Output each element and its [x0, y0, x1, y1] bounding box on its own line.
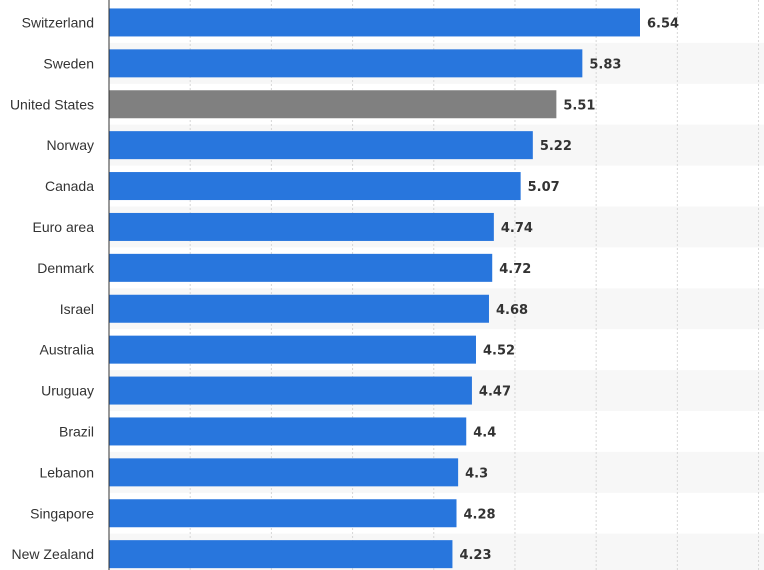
value-label: 5.22	[540, 139, 572, 154]
category-label: Lebanon	[39, 464, 94, 480]
bars	[109, 8, 640, 569]
value-label: 4.23	[459, 548, 491, 563]
value-label: 4.47	[479, 385, 511, 400]
bar-singapore	[109, 499, 457, 528]
value-label: 4.68	[496, 303, 528, 318]
bar-uruguay	[109, 376, 472, 405]
gridlines	[189, 0, 760, 570]
category-label: Switzerland	[22, 14, 94, 30]
category-label: Uruguay	[41, 383, 94, 399]
category-label: Singapore	[30, 505, 94, 521]
value-label: 4.74	[501, 221, 533, 236]
bar-new-zealand	[109, 540, 453, 569]
category-label: New Zealand	[12, 546, 95, 562]
category-label: Denmark	[37, 260, 95, 276]
category-labels: Switzerland Sweden United States Norway Cana…	[10, 14, 95, 562]
bar-brazil	[109, 417, 467, 446]
bar-sweden	[109, 49, 583, 78]
value-label: 6.54	[647, 16, 679, 31]
category-label: United States	[10, 96, 94, 112]
bar-lebanon	[109, 458, 459, 487]
value-label: 4.72	[499, 262, 531, 277]
bar-norway	[109, 131, 533, 160]
bar-euro-area	[109, 212, 494, 241]
category-label: Canada	[45, 178, 94, 194]
category-label: Sweden	[43, 55, 94, 71]
category-label: Israel	[60, 301, 94, 317]
bar-canada	[109, 172, 521, 201]
value-label: 4.3	[465, 466, 488, 481]
value-label: 5.51	[563, 98, 595, 113]
category-label: Brazil	[59, 423, 94, 439]
value-label: 4.4	[473, 425, 496, 440]
bar-australia	[109, 335, 476, 364]
value-label: 4.52	[483, 344, 515, 359]
bar-denmark	[109, 253, 493, 282]
category-label: Norway	[47, 137, 94, 153]
value-labels: 6.54 5.83 5.51 5.22 5.07 4.74 4.72 4.68 4.52 4.47…	[459, 16, 679, 563]
value-label: 5.83	[589, 57, 621, 72]
category-label: Australia	[40, 342, 95, 358]
bar-united-states	[109, 90, 557, 119]
value-label: 5.07	[528, 180, 560, 195]
category-label: Euro area	[33, 219, 95, 235]
bar-israel	[109, 294, 489, 323]
bar-switzerland	[109, 8, 640, 37]
value-label: 4.28	[464, 507, 496, 522]
